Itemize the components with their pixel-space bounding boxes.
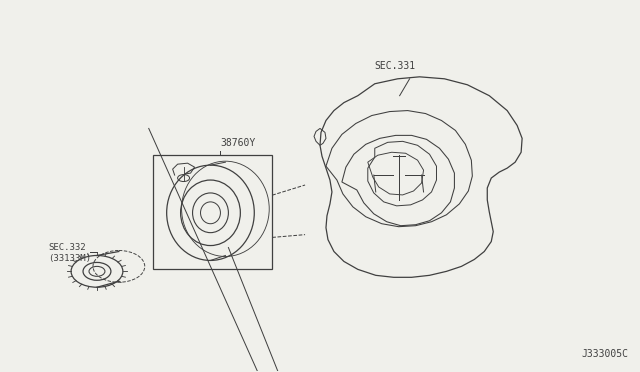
Text: SEC.331: SEC.331 <box>375 61 416 71</box>
Text: 38760Y: 38760Y <box>220 138 256 148</box>
Text: SEC.332
(33133M): SEC.332 (33133M) <box>48 243 91 263</box>
Bar <box>153 155 272 269</box>
Text: J333005C: J333005C <box>582 349 628 359</box>
